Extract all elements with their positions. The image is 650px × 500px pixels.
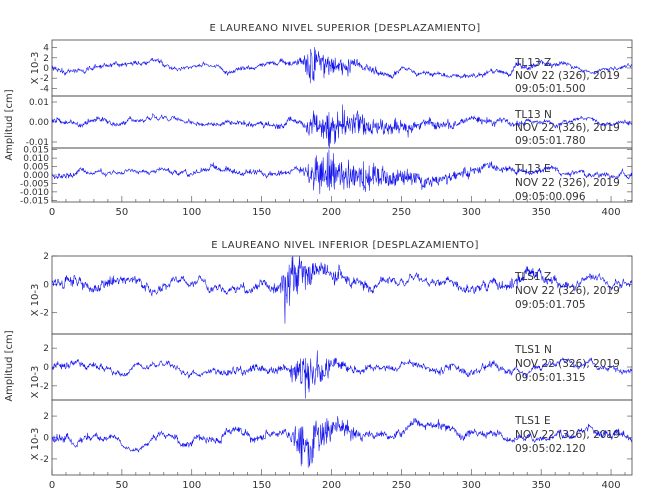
y-tick-label: -2 — [40, 455, 49, 465]
ylabel-inferior: Amplitud [cm] — [4, 330, 15, 401]
x-tick-label: 0 — [49, 480, 55, 491]
scale-label: X 10-3 — [30, 366, 41, 399]
x-tick-label: 300 — [462, 207, 481, 218]
y-tick-label: 2 — [43, 412, 49, 422]
annotation-time: 09:05:00.096 — [515, 191, 586, 203]
annotation-date: NOV 22 (326), 2019 — [515, 122, 620, 134]
annotation-station: TLS1 E — [514, 415, 551, 427]
y-tick-label: 0 — [43, 64, 49, 74]
waveform-trace — [51, 350, 633, 399]
annotation-station: TL13 N — [514, 109, 552, 121]
y-tick-label: -0.01 — [26, 138, 49, 148]
x-axis-superior: 0 50 100 150 200 250 300 350 400 — [49, 196, 626, 218]
waveform-trace — [51, 47, 633, 84]
x-tick-label: 400 — [601, 207, 620, 218]
x-tick-label: 100 — [182, 207, 201, 218]
y-tick-label: 0.000 — [23, 171, 49, 181]
chart-title-inferior: E LAUREANO NIVEL INFERIOR [DESPLAZAMIENT… — [211, 240, 479, 251]
annotation-date: NOV 22 (326), 2019 — [515, 70, 620, 82]
x-tick-label: 200 — [322, 480, 341, 491]
annotation-time: 09:05:01.780 — [515, 135, 586, 147]
x-tick-label: 50 — [116, 207, 129, 218]
y-tick-label: 0.010 — [23, 154, 49, 164]
waveform-trace — [51, 255, 633, 324]
x-tick-label: 150 — [252, 207, 271, 218]
panel-inferior-z: X 10-3 20-2 TLS1 Z NOV 22 (326), 2019 09… — [30, 252, 633, 335]
waveform-trace — [51, 416, 633, 468]
y-tick-label: 0 — [43, 434, 49, 444]
x-tick-label: 150 — [252, 480, 271, 491]
waveform-trace — [51, 104, 632, 149]
ylabel-superior: Amplitud [cm] — [4, 89, 15, 160]
annotation-date: NOV 22 (326), 2019 — [515, 285, 620, 297]
x-tick-label: 250 — [392, 480, 411, 491]
y-tick-label: -4 — [40, 84, 49, 94]
y-tick-label: -0.015 — [20, 196, 49, 206]
annotation-station: TL13 Z — [514, 57, 551, 69]
scale-label: X 10-3 — [30, 428, 41, 461]
x-tick-label: 100 — [182, 480, 201, 491]
x-tick-label: 350 — [532, 480, 551, 491]
y-tick-label: -2 — [40, 74, 49, 84]
y-tick-label: 2 — [43, 344, 49, 354]
annotation-time: 09:05:01.705 — [515, 299, 586, 311]
annotation-time: 09:05:01.315 — [515, 372, 586, 384]
x-tick-label: 200 — [322, 207, 341, 218]
y-tick-label: 2 — [43, 54, 49, 64]
chart-title-superior: E LAUREANO NIVEL SUPERIOR [DESPLAZAMIENT… — [209, 23, 480, 34]
x-axis-inferior: 0 50 100 150 200 250 300 350 400 — [49, 469, 626, 491]
x-tick-label: 400 — [601, 480, 620, 491]
y-tick-label: 0 — [43, 363, 49, 373]
y-tick-label: 0 — [43, 280, 49, 290]
waveform-trace — [51, 149, 633, 194]
y-tick-label: -2 — [40, 382, 49, 392]
x-tick-label: 350 — [532, 207, 551, 218]
annotation-date: NOV 22 (326), 2019 — [515, 177, 620, 189]
annotation-time: 09:05:02.120 — [515, 443, 586, 455]
y-tick-label: 2 — [43, 252, 49, 262]
x-tick-label: 0 — [49, 207, 55, 218]
panel-superior-z: X 10-3 420-2-4 TL13 Z NOV 22 (326), 2019… — [30, 39, 633, 97]
y-tick-label: -0.010 — [20, 188, 49, 198]
y-tick-label: -2 — [40, 309, 49, 319]
y-tick-label: 0.00 — [29, 118, 49, 128]
x-tick-label: 300 — [462, 480, 481, 491]
annotation-time: 09:05:01.500 — [515, 83, 586, 95]
panel-superior-n: 0.010.00-0.01 TL13 N NOV 22 (326), 2019 … — [26, 95, 633, 149]
scale-label: X 10-3 — [30, 284, 41, 317]
y-tick-label: 0.015 — [23, 146, 49, 156]
annotation-date: NOV 22 (326), 2019 — [515, 358, 620, 370]
y-tick-label: 4 — [43, 44, 49, 54]
y-tick-label: 0.01 — [29, 98, 49, 108]
panel-inferior-e: X 10-3 20-2 TLS1 E NOV 22 (326), 2019 09… — [30, 399, 633, 476]
scale-label: X 10-3 — [30, 52, 41, 85]
y-tick-label: -0.005 — [20, 179, 49, 189]
x-tick-label: 250 — [392, 207, 411, 218]
annotation-station: TL13 E — [514, 163, 551, 175]
panel-inferior-n: X 10-3 2 0 -2 TLS1 N NOV 22 (326), 2019 09… — [30, 333, 633, 401]
annotation-station: TLS1 N — [514, 344, 552, 356]
y-tick-label: 0.005 — [23, 163, 49, 173]
x-tick-label: 50 — [116, 480, 129, 491]
